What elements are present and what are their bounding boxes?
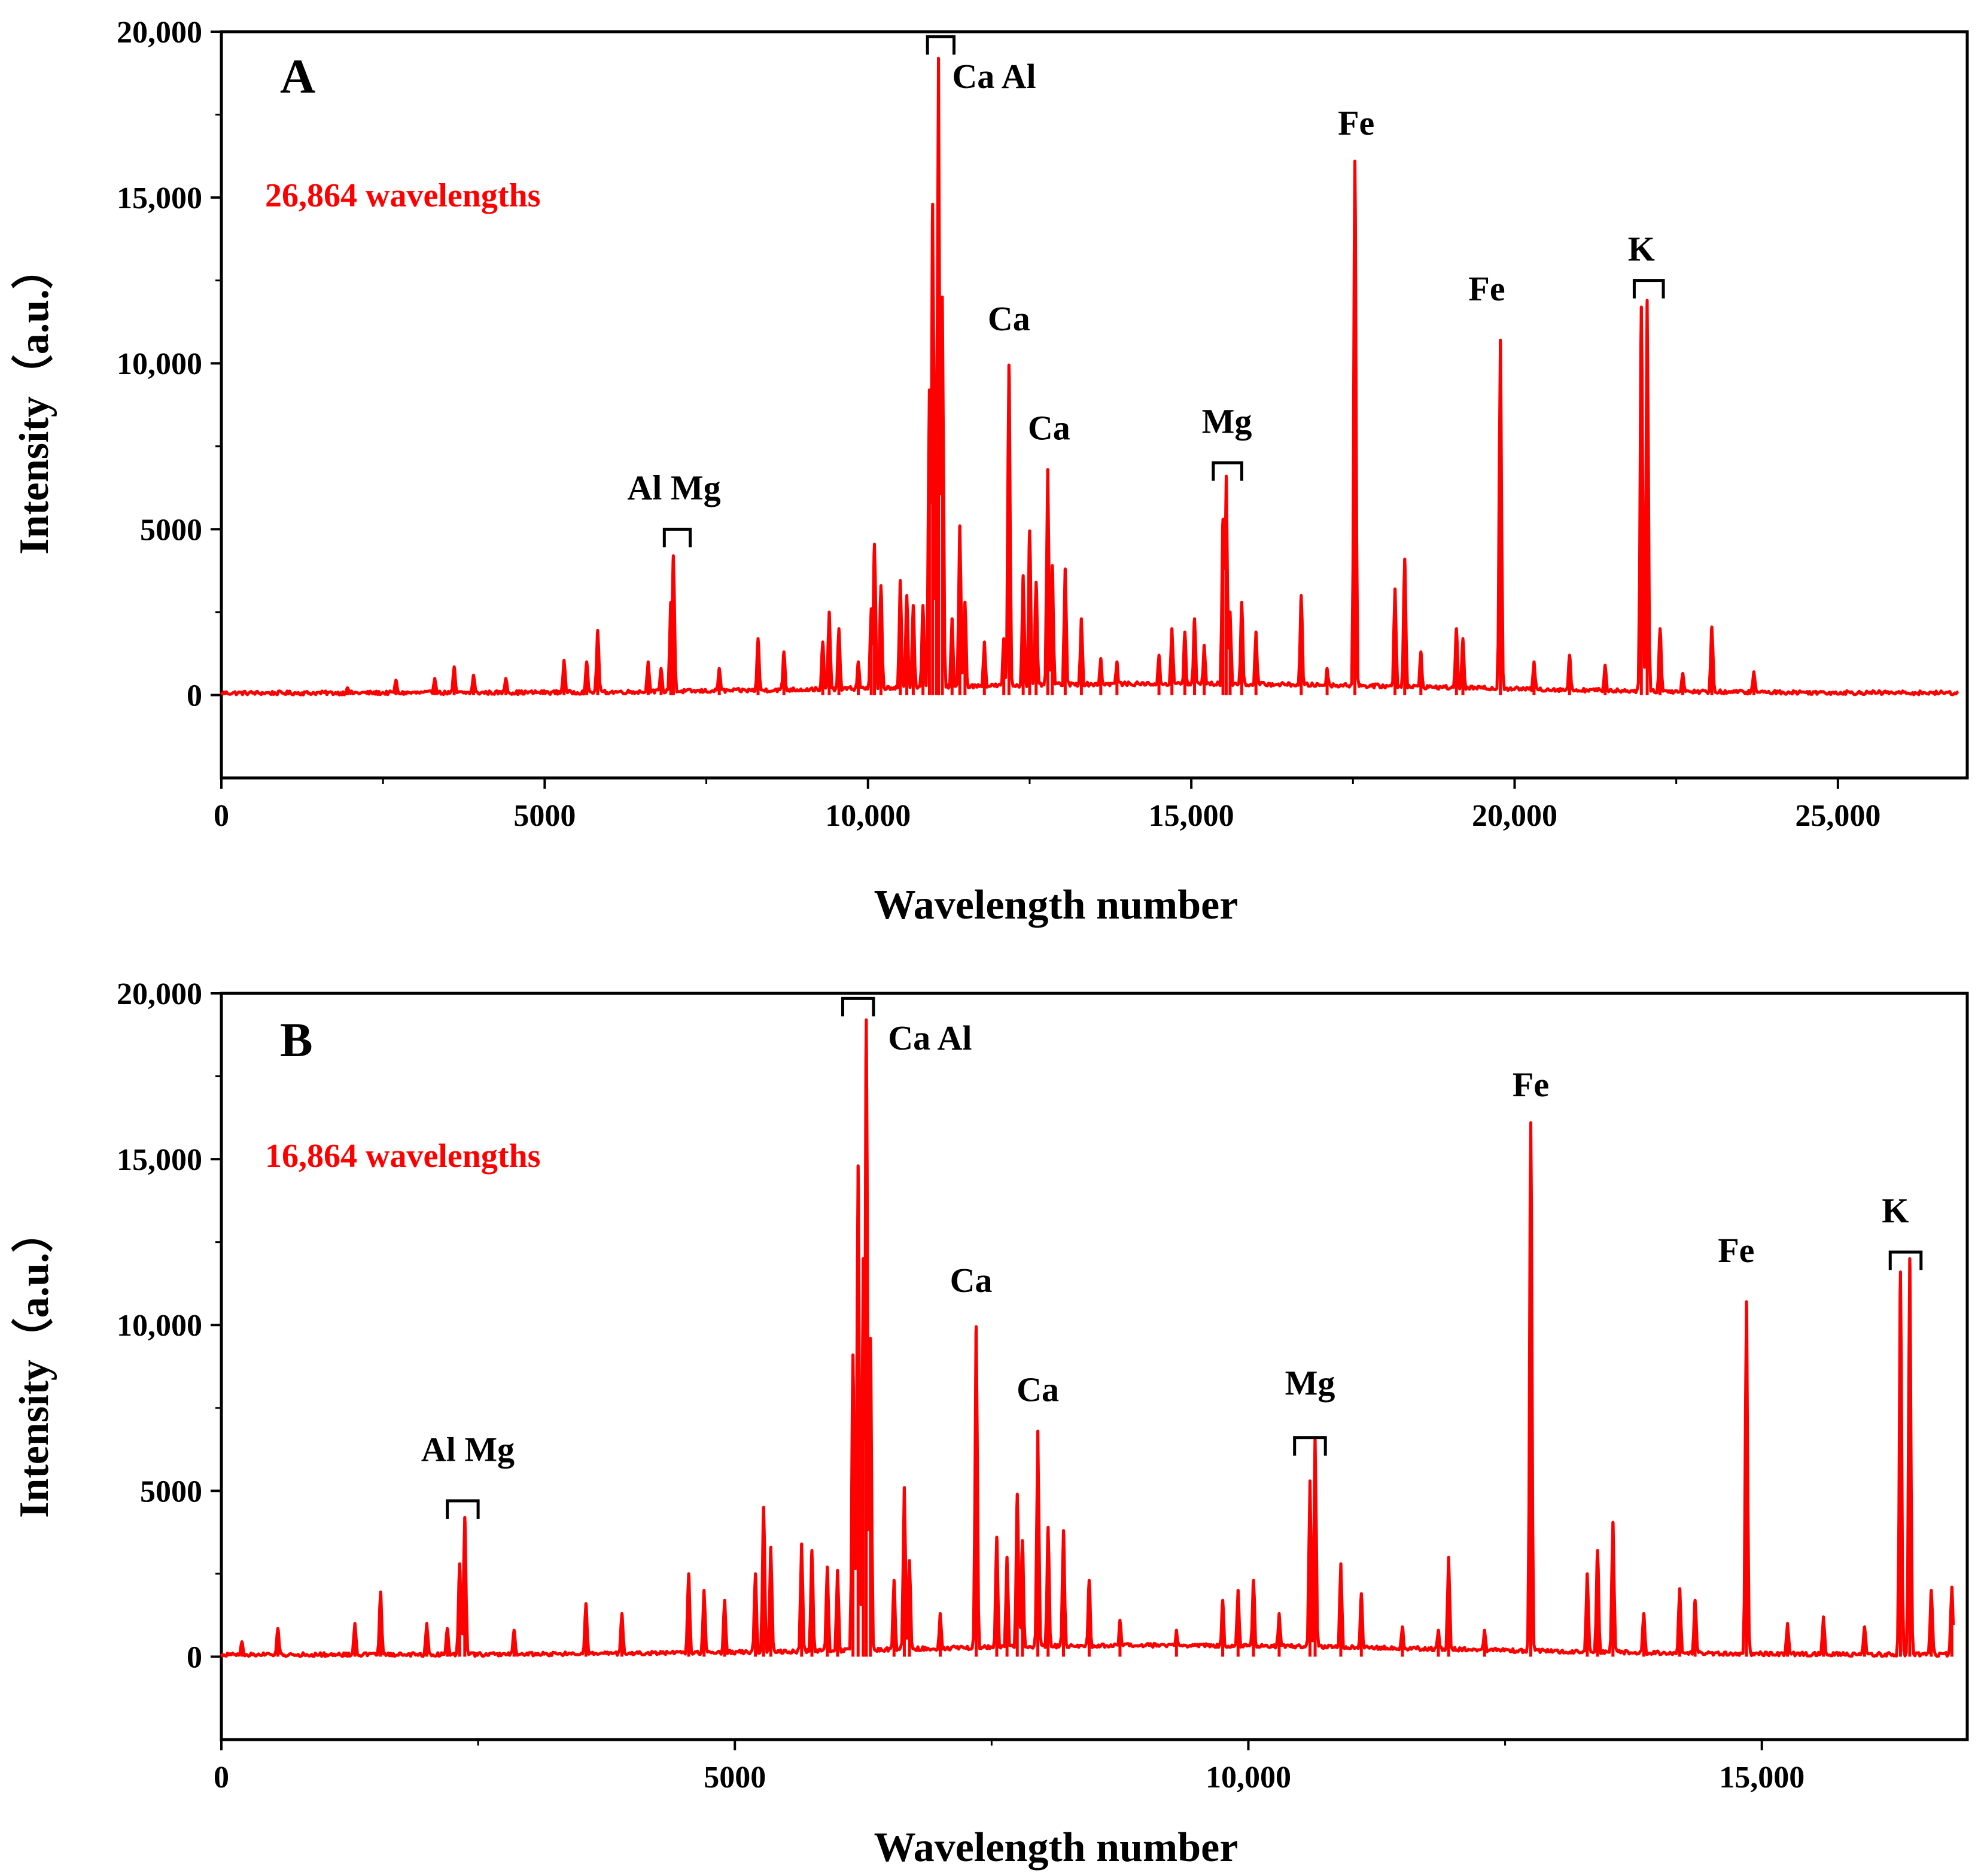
y-tick-label: 0 xyxy=(187,1640,202,1674)
x-tick-label: 0 xyxy=(214,1761,229,1795)
peak-label: Ca Al xyxy=(952,57,1036,96)
peak-label: Ca Al xyxy=(888,1018,972,1057)
x-axis-title-b: Wavelength number xyxy=(874,1825,1239,1871)
y-tick-label: 0 xyxy=(187,679,202,713)
chart-panel-b: 0 5000 10,000 15,000 0 5000 10,000 15,000 20,000… xyxy=(11,977,1969,1871)
x-axis-title-a: Wavelength number xyxy=(874,882,1239,928)
plot-frame-a xyxy=(220,30,1969,780)
peak-bracket xyxy=(662,527,692,548)
y-axis-title-a: Intensity（a.u.） xyxy=(11,247,57,554)
panel-letter-b: B xyxy=(280,1013,313,1067)
peak-label: Fe xyxy=(1338,104,1374,142)
spectrum-series-b xyxy=(220,1018,1955,1658)
peak-annotations-b: Al Mg Ca Al Ca Ca Mg Fe Fe K xyxy=(421,996,1923,1519)
axis-ticks-a: 0 5000 10,000 15,000 20,000 25,000 0 5000 10,000… xyxy=(117,16,1880,833)
x-tick-label: 25,000 xyxy=(1795,799,1880,833)
y-tick-label: 5000 xyxy=(140,513,202,547)
peak-label: Mg xyxy=(1285,1364,1335,1403)
y-tick-label: 15,000 xyxy=(117,181,202,215)
x-tick-label: 5000 xyxy=(513,799,576,833)
peak-bracket xyxy=(1888,1250,1923,1270)
x-tick-label: 5000 xyxy=(704,1761,766,1795)
x-tick-label: 10,000 xyxy=(1206,1761,1291,1795)
peak-label: K xyxy=(1882,1191,1909,1230)
y-tick-label: 15,000 xyxy=(117,1143,202,1177)
peak-bracket xyxy=(1293,1436,1327,1456)
spectrum-series-a xyxy=(220,56,1959,697)
x-tick-label: 15,000 xyxy=(1719,1761,1805,1795)
plot-frame-b xyxy=(220,992,1969,1741)
wavelength-count-b: 16,864 wavelengths xyxy=(265,1138,540,1175)
wavelength-count-a: 26,864 wavelengths xyxy=(265,177,540,214)
peak-bracket xyxy=(1212,461,1243,481)
peak-label: Ca xyxy=(988,299,1030,338)
x-tick-label: 10,000 xyxy=(825,799,911,833)
peak-bracket xyxy=(446,1499,480,1519)
y-tick-label: 20,000 xyxy=(117,977,202,1011)
peak-bracket xyxy=(1632,279,1665,299)
peak-label: Al Mg xyxy=(421,1430,515,1468)
peak-label: Mg xyxy=(1202,402,1252,441)
x-tick-label: 20,000 xyxy=(1472,799,1557,833)
chart-panel-a: 0 5000 10,000 15,000 20,000 25,000 0 5000 10,000… xyxy=(11,16,1969,928)
axis-ticks-b: 0 5000 10,000 15,000 0 5000 10,000 15,000 20,000 xyxy=(117,977,1805,1795)
y-tick-label: 10,000 xyxy=(117,347,202,381)
peak-bracket xyxy=(926,35,956,55)
y-axis-title-b: Intensity（a.u.） xyxy=(11,1211,57,1518)
peak-label: Ca xyxy=(950,1261,993,1300)
peak-label: Al Mg xyxy=(627,468,720,507)
y-tick-label: 20,000 xyxy=(117,16,202,50)
y-tick-label: 10,000 xyxy=(117,1309,202,1343)
peak-label: Ca xyxy=(1017,1370,1059,1409)
y-tick-label: 5000 xyxy=(140,1474,202,1509)
peak-label: Fe xyxy=(1718,1231,1754,1270)
peak-bracket xyxy=(841,996,875,1017)
peak-label: Fe xyxy=(1468,269,1505,308)
peak-annotations-a: Al Mg Ca Al Ca Ca Mg Fe Fe K xyxy=(627,35,1665,548)
x-tick-label: 15,000 xyxy=(1149,799,1234,833)
peak-label: Ca xyxy=(1028,409,1070,448)
peak-label: K xyxy=(1628,229,1655,268)
peak-label: Fe xyxy=(1513,1065,1549,1104)
panel-letter-a: A xyxy=(280,49,315,104)
x-tick-label: 0 xyxy=(214,799,229,833)
